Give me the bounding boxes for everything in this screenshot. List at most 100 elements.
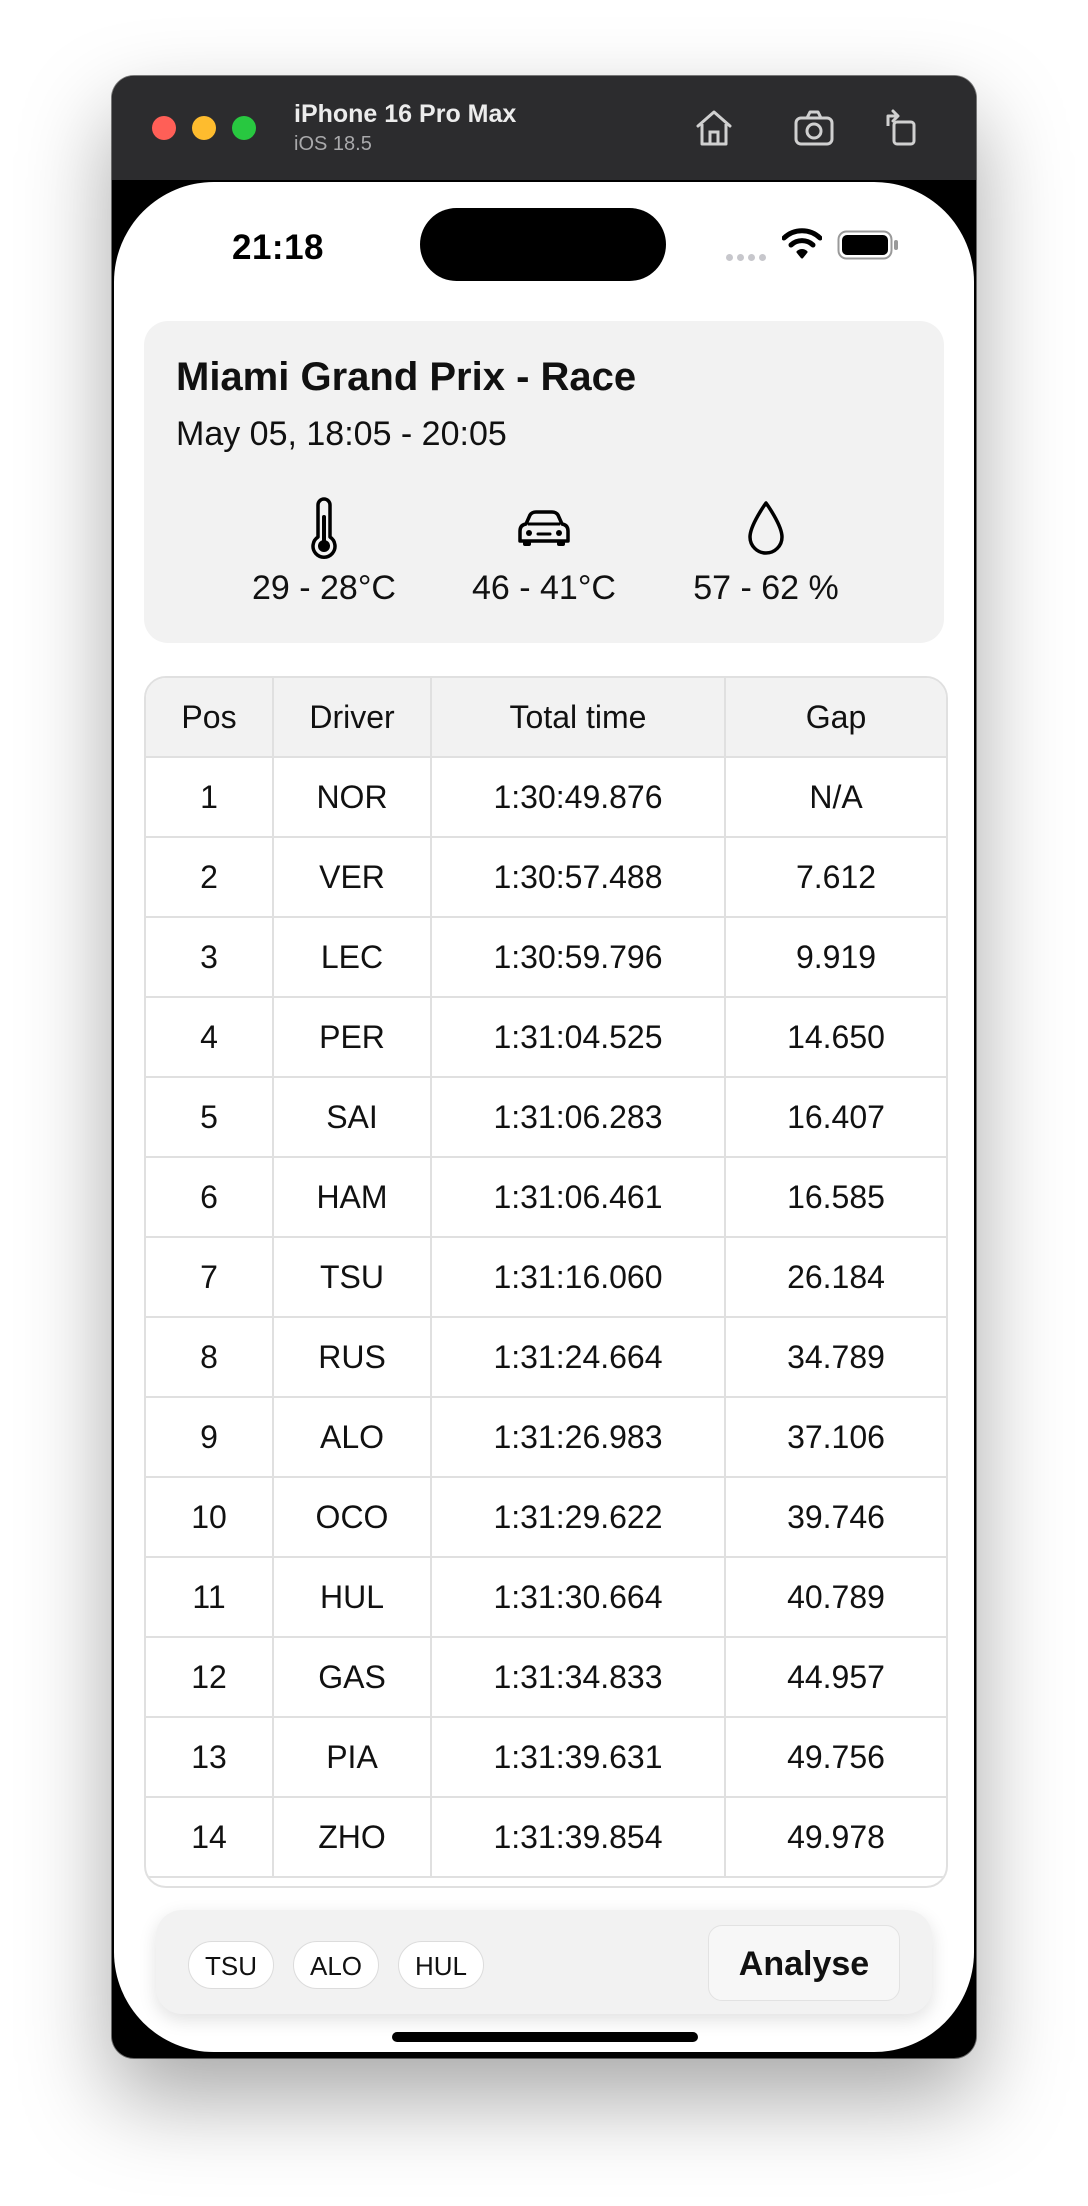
selected-driver-chip[interactable]: ALO: [293, 1941, 379, 1989]
selection-bar: TSU ALO HUL Analyse: [156, 1910, 932, 2014]
air-temperature: 29 - 28°C: [214, 497, 434, 617]
status-bar-time: 21:18: [232, 228, 325, 267]
cell-pos: 2: [146, 837, 274, 918]
results-table-container[interactable]: Pos Driver Total time Gap 1 NOR 1:30:49.87…: [144, 676, 948, 1888]
cell-gap: 39.746: [725, 1477, 946, 1558]
cell-driver: SAI: [273, 1077, 432, 1158]
car-icon: [518, 510, 570, 546]
home-indicator[interactable]: [392, 2032, 698, 2042]
table-row[interactable]: 9 ALO 1:31:26.983 37.106: [146, 1397, 946, 1478]
selected-driver-chip[interactable]: TSU: [188, 1941, 274, 1989]
device-name: iPhone 16 Pro Max: [294, 100, 517, 128]
column-header-pos: Pos: [146, 678, 274, 758]
cell-driver: HUL: [273, 1557, 432, 1638]
air-temperature-value: 29 - 28°C: [251, 569, 396, 607]
analyse-button[interactable]: Analyse: [708, 1925, 900, 2001]
cell-total-time: 1:30:49.876: [431, 757, 726, 838]
cell-driver: GAS: [273, 1637, 432, 1718]
cell-pos: 10: [146, 1477, 274, 1558]
session-title: Miami Grand Prix - Race: [176, 355, 637, 399]
selected-driver-chip[interactable]: HUL: [398, 1941, 484, 1989]
table-row[interactable]: 13 PIA 1:31:39.631 49.756: [146, 1717, 946, 1798]
table-row[interactable]: 1 NOR 1:30:49.876 N/A: [146, 757, 946, 838]
rotate-icon[interactable]: [878, 104, 926, 152]
table-row[interactable]: 5 SAI 1:31:06.283 16.407: [146, 1077, 946, 1158]
cell-total-time: 1:31:39.854: [431, 1797, 726, 1878]
table-row[interactable]: 7 TSU 1:31:16.060 26.184: [146, 1237, 946, 1318]
cell-driver: ZHO: [273, 1797, 432, 1878]
cell-total-time: 1:31:16.060: [431, 1237, 726, 1318]
zoom-window-button[interactable]: [232, 116, 256, 140]
cell-gap: 34.789: [725, 1317, 946, 1398]
cell-total-time: 1:31:29.622: [431, 1477, 726, 1558]
cell-gap: 14.650: [725, 997, 946, 1078]
cell-total-time: 1:31:39.631: [431, 1717, 726, 1798]
cell-driver: VER: [273, 837, 432, 918]
simulator-window: iPhone 16 Pro Max iOS 18.5 21:18: [112, 76, 976, 2058]
cell-gap: 9.919: [725, 917, 946, 998]
cell-pos: 12: [146, 1637, 274, 1718]
close-window-button[interactable]: [152, 116, 176, 140]
cell-total-time: 1:31:26.983: [431, 1397, 726, 1478]
battery-icon: [837, 230, 898, 260]
cell-pos: 3: [146, 917, 274, 998]
cell-gap: 16.407: [725, 1077, 946, 1158]
cell-total-time: 1:31:30.664: [431, 1557, 726, 1638]
minimize-window-button[interactable]: [192, 116, 216, 140]
cell-gap: 26.184: [725, 1237, 946, 1318]
screenshot-camera-icon[interactable]: [790, 104, 838, 152]
cell-total-time: 1:31:04.525: [431, 997, 726, 1078]
cell-pos: 5: [146, 1077, 274, 1158]
cell-pos: 11: [146, 1557, 274, 1638]
cell-driver: PIA: [273, 1717, 432, 1798]
table-row[interactable]: 12 GAS 1:31:34.833 44.957: [146, 1637, 946, 1718]
os-version: iOS 18.5: [294, 133, 372, 155]
cell-total-time: 1:30:57.488: [431, 837, 726, 918]
session-info-card: Miami Grand Prix - Race May 05, 18:05 - …: [144, 321, 944, 643]
cell-gap: 37.106: [725, 1397, 946, 1478]
results-table: Pos Driver Total time Gap 1 NOR 1:30:49.87…: [146, 678, 946, 1878]
cell-driver: TSU: [273, 1237, 432, 1318]
table-row[interactable]: 11 HUL 1:31:30.664 40.789: [146, 1557, 946, 1638]
cell-pos: 4: [146, 997, 274, 1078]
table-header-row: Pos Driver Total time Gap: [146, 678, 946, 758]
dynamic-island: [420, 208, 666, 281]
column-header-gap: Gap: [725, 678, 946, 758]
cell-total-time: 1:30:59.796: [431, 917, 726, 998]
table-row[interactable]: 10 OCO 1:31:29.622 39.746: [146, 1477, 946, 1558]
cell-driver: OCO: [273, 1477, 432, 1558]
cell-gap: 49.756: [725, 1717, 946, 1798]
cell-gap: 40.789: [725, 1557, 946, 1638]
cell-gap: 44.957: [725, 1637, 946, 1718]
cell-total-time: 1:31:24.664: [431, 1317, 726, 1398]
humidity-value: 57 - 62 %: [693, 569, 839, 607]
cell-gap: 49.978: [725, 1797, 946, 1878]
cell-driver: ALO: [273, 1397, 432, 1478]
table-row[interactable]: 4 PER 1:31:04.525 14.650: [146, 997, 946, 1078]
cell-driver: RUS: [273, 1317, 432, 1398]
table-row[interactable]: 6 HAM 1:31:06.461 16.585: [146, 1157, 946, 1238]
cell-pos: 9: [146, 1397, 274, 1478]
cell-pos: 1: [146, 757, 274, 838]
humidity: 57 - 62 %: [656, 497, 876, 617]
simulator-titlebar: iPhone 16 Pro Max iOS 18.5: [112, 76, 976, 181]
home-icon[interactable]: [690, 104, 738, 152]
thermometer-icon: [311, 497, 337, 559]
cell-pos: 8: [146, 1317, 274, 1398]
table-row[interactable]: 2 VER 1:30:57.488 7.612: [146, 837, 946, 918]
cellular-dots-icon: [726, 248, 772, 261]
cell-pos: 13: [146, 1717, 274, 1798]
table-row[interactable]: 3 LEC 1:30:59.796 9.919: [146, 917, 946, 998]
track-temperature: 46 - 41°C: [434, 497, 654, 617]
droplet-icon: [748, 501, 784, 555]
cell-pos: 7: [146, 1237, 274, 1318]
table-row[interactable]: 14 ZHO 1:31:39.854 49.978: [146, 1797, 946, 1878]
track-temperature-value: 46 - 41°C: [471, 569, 616, 607]
cell-total-time: 1:31:34.833: [431, 1637, 726, 1718]
cell-driver: HAM: [273, 1157, 432, 1238]
cell-gap: 16.585: [725, 1157, 946, 1238]
cell-total-time: 1:31:06.283: [431, 1077, 726, 1158]
column-header-total-time: Total time: [431, 678, 726, 758]
table-row[interactable]: 8 RUS 1:31:24.664 34.789: [146, 1317, 946, 1398]
